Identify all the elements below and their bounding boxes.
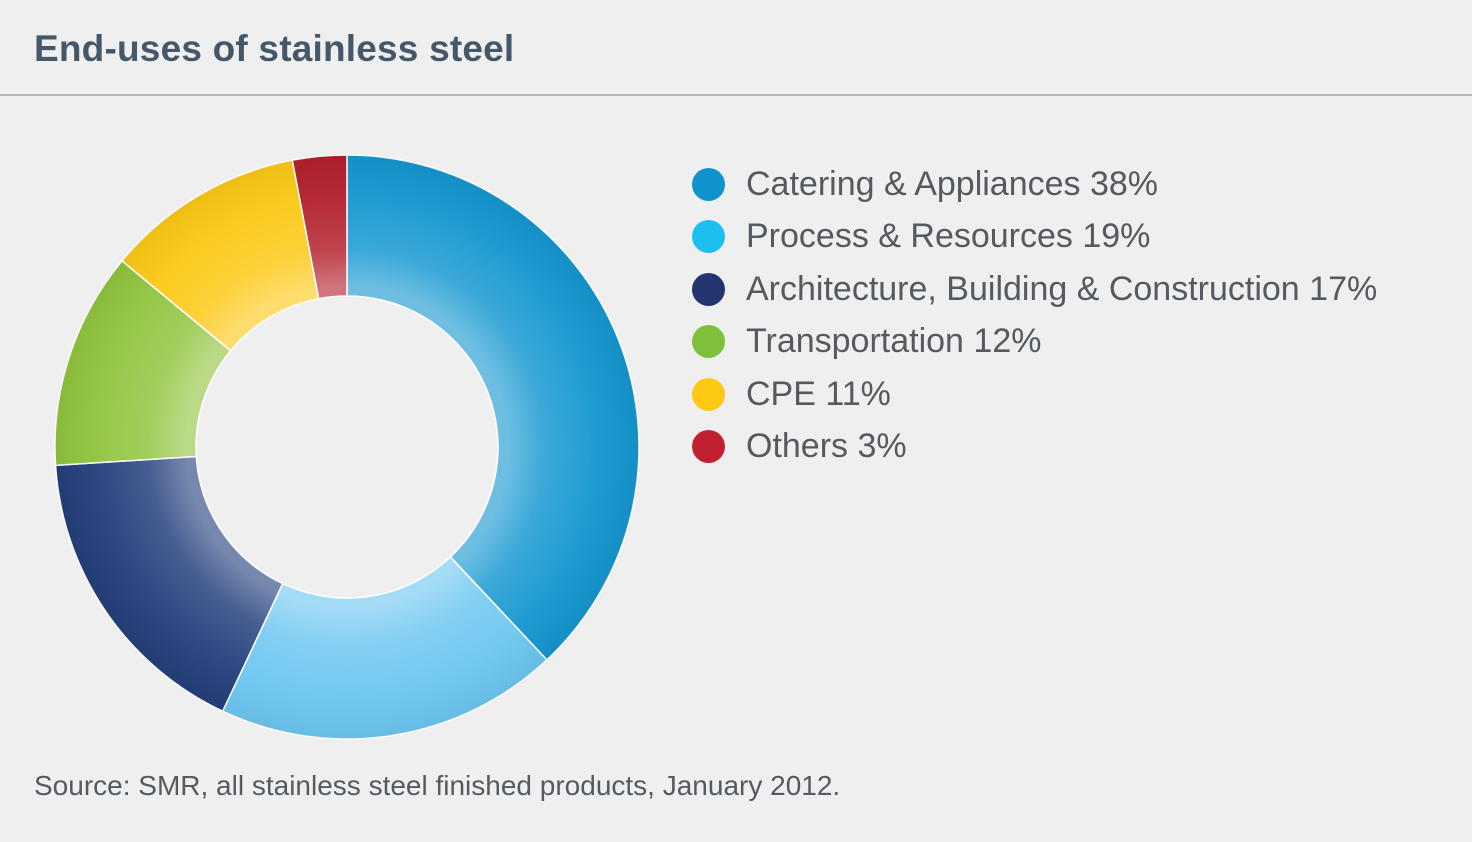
legend-swatch [692, 167, 725, 201]
source-note: Source: SMR, all stainless steel finishe… [34, 770, 841, 801]
legend-swatch [692, 272, 725, 306]
legend-item: Others 3% [692, 421, 1377, 474]
legend-label: Architecture, Building & Construction 17… [746, 269, 1378, 308]
legend-swatch [692, 220, 725, 254]
legend-item: Process & Resources 19% [692, 211, 1377, 264]
title-divider [0, 94, 1472, 96]
legend-label: Others 3% [746, 427, 907, 466]
legend-label: Process & Resources 19% [746, 217, 1151, 256]
legend: Catering & Appliances 38% Process & Resou… [692, 158, 1377, 473]
legend-label: CPE 11% [746, 374, 891, 413]
legend-item: Catering & Appliances 38% [692, 158, 1377, 211]
legend-label: Catering & Appliances 38% [746, 164, 1159, 203]
legend-item: CPE 11% [692, 368, 1377, 421]
legend-item: Architecture, Building & Construction 17… [692, 263, 1377, 316]
legend-item: Transportation 12% [692, 316, 1377, 369]
chart-title: End-uses of stainless steel [34, 28, 515, 69]
legend-swatch [692, 377, 725, 411]
legend-swatch [692, 430, 725, 464]
legend-swatch [692, 325, 725, 359]
ring-shading [55, 155, 639, 739]
donut-chart [54, 154, 640, 740]
legend-label: Transportation 12% [746, 322, 1042, 361]
